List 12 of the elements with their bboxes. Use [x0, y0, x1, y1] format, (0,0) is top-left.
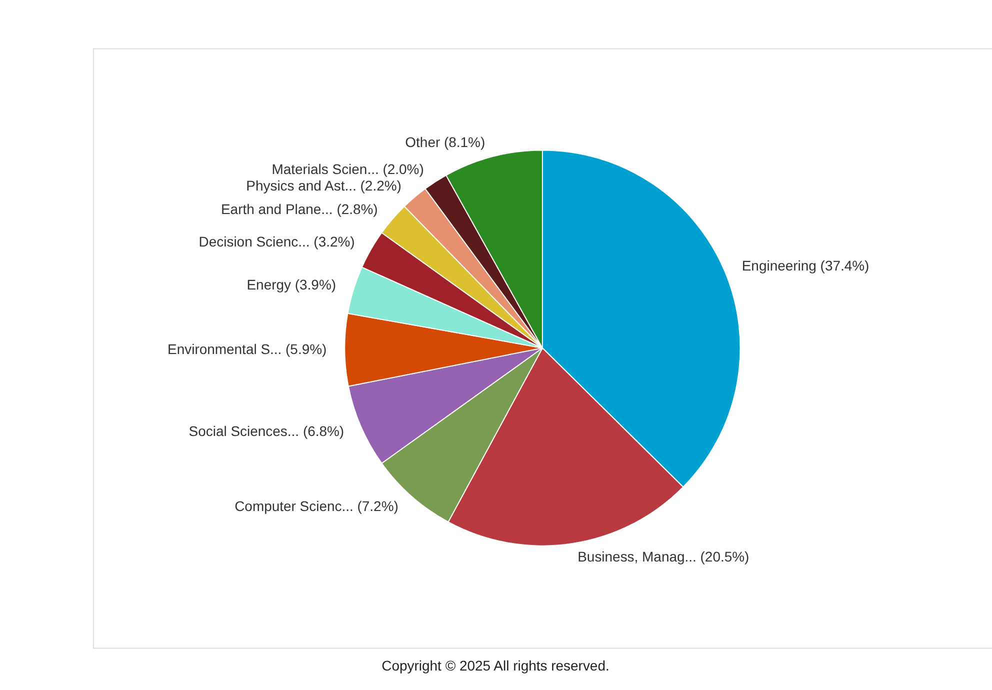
slice-label: Materials Scien... (2.0%) — [272, 160, 424, 177]
slice-label: Social Sciences... (6.8%) — [188, 423, 344, 440]
text: Copyright © 2025 All rights reserved. — [382, 658, 610, 674]
slice-label: Earth and Plane... (2.8%) — [220, 200, 378, 217]
slice-label: Environmental S... (5.9%) — [168, 340, 327, 357]
slice-label: Other (8.1%) — [405, 134, 486, 150]
slice-label: Energy (3.9%) — [246, 276, 336, 293]
slice-label: Engineering (37.4%) — [742, 257, 870, 274]
slice-label: Decision Scienc... (3.2%) — [198, 233, 355, 250]
slice-label: Physics and Ast... (2.2%) — [246, 178, 402, 194]
slice-label: Business, Manag... (20.5%) — [578, 548, 750, 564]
slice-label: Computer Scienc... (7.2%) — [234, 498, 398, 514]
